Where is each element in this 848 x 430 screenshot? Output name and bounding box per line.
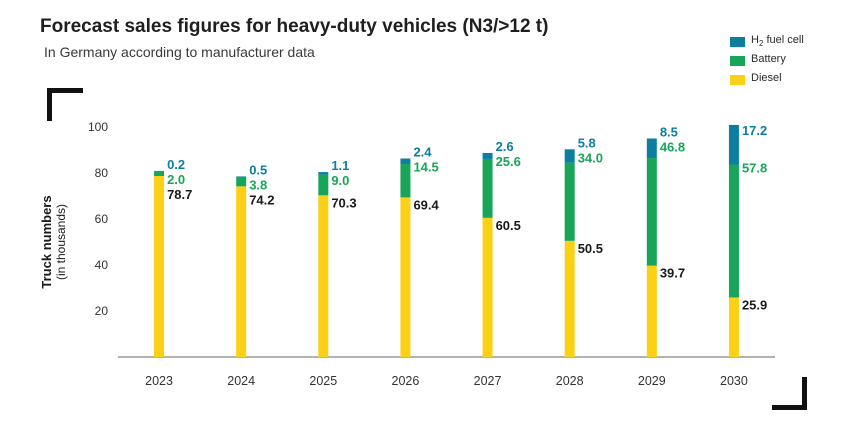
data-label-diesel: 39.7 [660, 266, 685, 281]
x-tick-label: 2030 [720, 374, 748, 388]
bar-segment-battery [400, 164, 411, 198]
y-tick-label: 80 [95, 166, 109, 180]
corner-bracket-bottom-right [772, 377, 807, 410]
chart-title: Forecast sales figures for heavy-duty ve… [40, 16, 549, 37]
data-label-diesel: 25.9 [742, 297, 767, 312]
bar-segment-h2 [564, 149, 575, 163]
data-label-diesel: 78.7 [167, 187, 192, 202]
bar-segment-diesel [482, 217, 493, 357]
bar-segment-h2 [482, 152, 493, 159]
x-tick-label: 2029 [638, 374, 666, 388]
data-label-h2: 2.4 [413, 145, 432, 160]
bar-segment-battery [318, 174, 329, 196]
data-label-battery: 2.0 [167, 172, 185, 187]
data-label-diesel: 74.2 [249, 192, 274, 207]
data-label-battery: 9.0 [331, 173, 349, 188]
data-label-battery: 14.5 [413, 160, 438, 175]
data-label-h2: 1.1 [331, 158, 349, 173]
data-label-h2: 0.2 [167, 157, 185, 172]
legend-label-diesel: Diesel [751, 72, 782, 84]
bar-segment-battery [646, 158, 657, 266]
bar-segment-battery [564, 162, 575, 241]
x-tick-label: 2023 [145, 374, 173, 388]
bar-segment-diesel [236, 186, 247, 357]
y-tick-label: 60 [95, 212, 109, 226]
x-tick-label: 2026 [392, 374, 420, 388]
data-label-h2: 2.6 [496, 139, 514, 154]
data-label-battery: 3.8 [249, 177, 267, 192]
x-tick-label: 2028 [556, 374, 584, 388]
legend-swatch-battery [730, 56, 745, 66]
corner-bracket-top-left [47, 88, 83, 121]
data-label-battery: 46.8 [660, 140, 685, 155]
data-label-battery: 25.6 [496, 154, 521, 169]
data-label-diesel: 70.3 [331, 195, 356, 210]
bar-segment-h2 [400, 158, 411, 165]
bar-segment-h2 [646, 138, 657, 159]
bar-segment-h2 [728, 124, 739, 165]
bar-segment-diesel [646, 265, 657, 357]
bar-segment-battery [482, 158, 493, 218]
data-label-diesel: 60.5 [496, 218, 521, 233]
y-tick-label: 100 [88, 120, 108, 134]
x-tick-label: 2025 [309, 374, 337, 388]
x-tick-label: 2024 [227, 374, 255, 388]
data-label-h2: 17.2 [742, 123, 767, 138]
chart-subtitle: In Germany according to manufacturer dat… [44, 44, 315, 60]
bar-segment-diesel [564, 240, 575, 357]
data-label-battery: 57.8 [742, 160, 767, 175]
bar-segment-diesel [154, 175, 165, 357]
legend-label-battery: Battery [751, 53, 786, 65]
bar-segment-battery [236, 177, 247, 187]
legend-swatch-diesel [730, 75, 745, 85]
legend-label-h2: H2 fuel cell [751, 34, 804, 49]
bar-segment-diesel [728, 297, 739, 357]
bar-segment-battery [154, 171, 165, 176]
x-tick-label: 2027 [474, 374, 502, 388]
bar-segment-h2 [236, 176, 247, 178]
data-label-h2: 5.8 [578, 135, 596, 150]
bar-segment-diesel [400, 197, 411, 357]
data-label-h2: 0.5 [249, 162, 267, 177]
data-label-battery: 34.0 [578, 150, 603, 165]
y-tick-label: 20 [95, 304, 109, 318]
data-label-h2: 8.5 [660, 125, 678, 140]
data-label-diesel: 69.4 [413, 197, 439, 212]
legend-swatch-h2 [730, 37, 745, 47]
bar-segment-battery [728, 164, 739, 298]
data-label-diesel: 50.5 [578, 241, 603, 256]
y-tick-label: 40 [95, 258, 109, 272]
bar-segment-diesel [318, 195, 329, 357]
bar-segment-h2 [318, 172, 329, 175]
